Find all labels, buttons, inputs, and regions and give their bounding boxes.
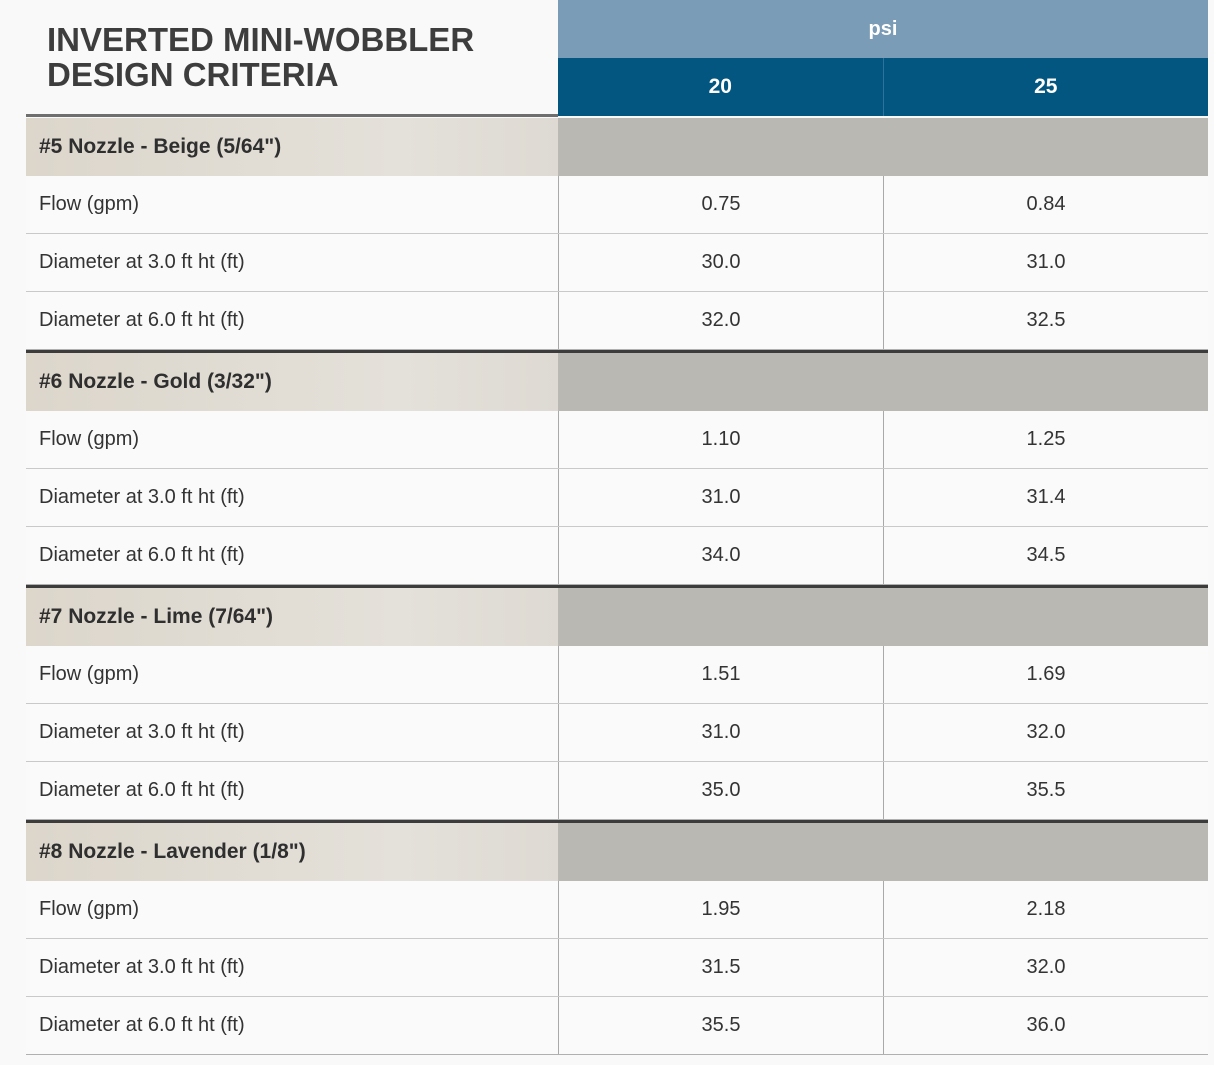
row-label: Diameter at 6.0 ft ht (ft) — [39, 1014, 245, 1036]
nozzle-group-header: #5 Nozzle - Beige (5/64") — [26, 118, 1208, 176]
column-header-25-psi: 25 — [882, 58, 1209, 116]
flow-row: Flow (gpm) 1.10 1.25 — [26, 411, 1208, 469]
value-cell-20-psi: 1.10 — [558, 411, 883, 468]
nozzle-group-8: #8 Nozzle - Lavender (1/8") Flow (gpm) 1.9… — [26, 820, 1208, 1055]
value-cell-20-psi: 1.95 — [558, 881, 883, 938]
diameter-3ft-row: Diameter at 3.0 ft ht (ft) 31.0 32.0 — [26, 704, 1208, 762]
value-cell-25-psi: 32.0 — [883, 704, 1208, 761]
table-header: INVERTED MINI-WOBBLER DESIGN CRITERIA ps… — [26, 0, 1208, 118]
value-cell-25-psi: 2.18 — [883, 881, 1208, 938]
value-cell-20-psi: 0.75 — [558, 176, 883, 233]
title-line-2: DESIGN CRITERIA — [47, 56, 339, 93]
nozzle-group-band — [558, 118, 1208, 176]
row-label: Flow (gpm) — [39, 663, 140, 685]
value-cell-20-psi: 31.5 — [558, 939, 883, 996]
nozzle-group-band — [558, 588, 1208, 646]
value-cell-25-psi: 31.0 — [883, 234, 1208, 291]
row-label: Diameter at 3.0 ft ht (ft) — [39, 251, 245, 273]
value-cell-20-psi: 1.51 — [558, 646, 883, 703]
value-cell-25-psi: 1.69 — [883, 646, 1208, 703]
nozzle-group-label: #7 Nozzle - Lime (7/64") — [26, 588, 558, 646]
title-divider — [26, 114, 558, 117]
diameter-6ft-row: Diameter at 6.0 ft ht (ft) 34.0 34.5 — [26, 527, 1208, 585]
pressure-column-headers: 20 25 — [558, 58, 1208, 116]
value-cell-25-psi: 0.84 — [883, 176, 1208, 233]
flow-row: Flow (gpm) 0.75 0.84 — [26, 176, 1208, 234]
value-cell-20-psi: 32.0 — [558, 292, 883, 349]
value-cell-20-psi: 30.0 — [558, 234, 883, 291]
nozzle-group-band — [558, 353, 1208, 411]
value-cell-20-psi: 31.0 — [558, 469, 883, 526]
nozzle-group-header: #8 Nozzle - Lavender (1/8") — [26, 820, 1208, 881]
diameter-6ft-row: Diameter at 6.0 ft ht (ft) 35.0 35.5 — [26, 762, 1208, 820]
nozzle-group-header: #7 Nozzle - Lime (7/64") — [26, 585, 1208, 646]
nozzle-group-7: #7 Nozzle - Lime (7/64") Flow (gpm) 1.51 1.… — [26, 585, 1208, 820]
title-line-1: INVERTED MINI-WOBBLER — [47, 21, 475, 58]
row-label: Diameter at 6.0 ft ht (ft) — [39, 544, 245, 566]
row-label: Flow (gpm) — [39, 428, 140, 450]
value-cell-25-psi: 35.5 — [883, 762, 1208, 819]
diameter-3ft-row: Diameter at 3.0 ft ht (ft) 31.5 32.0 — [26, 939, 1208, 997]
nozzle-group-6: #6 Nozzle - Gold (3/32") Flow (gpm) 1.10 1.… — [26, 350, 1208, 585]
value-cell-25-psi: 31.4 — [883, 469, 1208, 526]
value-cell-20-psi: 35.5 — [558, 997, 883, 1054]
flow-row: Flow (gpm) 1.51 1.69 — [26, 646, 1208, 704]
row-label: Diameter at 3.0 ft ht (ft) — [39, 486, 245, 508]
nozzle-group-5: #5 Nozzle - Beige (5/64") Flow (gpm) 0.75 0… — [26, 118, 1208, 350]
column-header-20-psi: 20 — [708, 75, 732, 98]
diameter-6ft-row: Diameter at 6.0 ft ht (ft) 32.0 32.5 — [26, 292, 1208, 350]
nozzle-groups: #5 Nozzle - Beige (5/64") Flow (gpm) 0.75 0… — [26, 118, 1208, 1055]
value-cell-20-psi: 34.0 — [558, 527, 883, 584]
row-label: Diameter at 3.0 ft ht (ft) — [39, 956, 245, 978]
page-title: INVERTED MINI-WOBBLER DESIGN CRITERIA — [47, 22, 474, 92]
row-label: Diameter at 3.0 ft ht (ft) — [39, 721, 245, 743]
row-label: Flow (gpm) — [39, 898, 140, 920]
row-label: Flow (gpm) — [39, 193, 140, 215]
row-label: Diameter at 6.0 ft ht (ft) — [39, 309, 245, 331]
value-cell-20-psi: 35.0 — [558, 762, 883, 819]
diameter-3ft-row: Diameter at 3.0 ft ht (ft) 31.0 31.4 — [26, 469, 1208, 527]
pressure-unit-header: psi — [558, 0, 1208, 58]
value-cell-20-psi: 31.0 — [558, 704, 883, 761]
design-criteria-table: INVERTED MINI-WOBBLER DESIGN CRITERIA ps… — [26, 0, 1208, 1055]
value-cell-25-psi: 34.5 — [883, 527, 1208, 584]
nozzle-group-header: #6 Nozzle - Gold (3/32") — [26, 350, 1208, 411]
value-cell-25-psi: 1.25 — [883, 411, 1208, 468]
nozzle-group-label: #5 Nozzle - Beige (5/64") — [26, 118, 558, 176]
diameter-3ft-row: Diameter at 3.0 ft ht (ft) 30.0 31.0 — [26, 234, 1208, 292]
value-cell-25-psi: 32.0 — [883, 939, 1208, 996]
nozzle-group-label: #8 Nozzle - Lavender (1/8") — [26, 823, 558, 881]
value-cell-25-psi: 36.0 — [883, 997, 1208, 1054]
row-label: Diameter at 6.0 ft ht (ft) — [39, 779, 245, 801]
value-cell-25-psi: 32.5 — [883, 292, 1208, 349]
nozzle-group-band — [558, 823, 1208, 881]
diameter-6ft-row: Diameter at 6.0 ft ht (ft) 35.5 36.0 — [26, 997, 1208, 1055]
flow-row: Flow (gpm) 1.95 2.18 — [26, 881, 1208, 939]
nozzle-group-label: #6 Nozzle - Gold (3/32") — [26, 353, 558, 411]
